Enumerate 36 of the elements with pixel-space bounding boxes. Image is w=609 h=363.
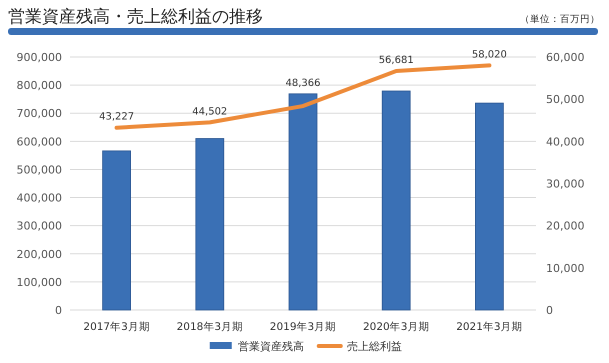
y2-tick-label: 20,000	[546, 220, 584, 233]
y2-tick-label: 40,000	[546, 135, 584, 148]
y-tick-label: 200,000	[16, 248, 62, 261]
y-tick-label: 600,000	[16, 135, 62, 148]
text: （単位：百万円）	[520, 13, 600, 25]
y-tick-label: 900,000	[16, 51, 62, 64]
legend-label: 売上総利益	[346, 340, 402, 353]
y2-tick-label: 10,000	[546, 262, 584, 275]
data-label: 43,227	[99, 112, 134, 123]
bar	[288, 93, 318, 310]
data-label: 56,681	[378, 54, 414, 66]
y-tick-label: 500,000	[16, 163, 62, 176]
bar	[382, 90, 411, 310]
y2-tick-label: 30,000	[546, 178, 584, 190]
bar	[195, 138, 224, 310]
data-label: 58,020	[472, 49, 507, 60]
data-label: 48,366	[286, 78, 320, 89]
y-tick-label: 0	[55, 304, 62, 317]
y-tick-label: 800,000	[16, 79, 62, 92]
data-label: 44,502	[192, 106, 228, 118]
bar	[475, 102, 504, 310]
legend-label: 営業資産残高	[238, 340, 304, 353]
bar	[102, 150, 131, 310]
y-tick-label: 300,000	[16, 220, 62, 233]
y-tick-label: 100,000	[16, 276, 62, 289]
y2-tick-label: 60,000	[546, 51, 584, 64]
x-tick-label: 2018年3月期	[176, 321, 244, 333]
x-tick-label: 2020年3月期	[362, 321, 430, 333]
x-tick-label: 2019年3月期	[270, 321, 336, 333]
y2-tick-label: 50,000	[546, 93, 584, 106]
y-tick-label: 400,000	[16, 192, 62, 205]
x-tick-label: 2017年3月期	[83, 321, 150, 333]
y-tick-label: 700,000	[16, 107, 62, 120]
x-tick-label: 2021年3月期	[456, 321, 523, 333]
y2-tick-label: 0	[546, 304, 553, 317]
chart-title: 営業資産残高・売上総利益の推移	[8, 7, 263, 27]
